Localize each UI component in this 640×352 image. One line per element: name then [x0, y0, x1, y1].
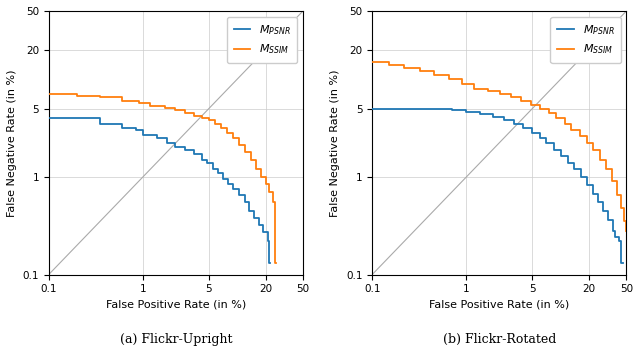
- $M_{PSNR}$: [266, 261, 274, 265]
- $M_{SSIM}$: [172, 108, 179, 112]
- $M_{PSNR}$: [595, 192, 602, 196]
- $M_{SSIM}$: [241, 143, 248, 147]
- $M_{SSIM}$: [508, 95, 515, 100]
- $M_{SSIM}$: [236, 136, 243, 140]
- Line: $M_{SSIM}$: $M_{SSIM}$: [49, 94, 276, 263]
- $M_{SSIM}$: [416, 69, 424, 74]
- $M_{SSIM}$: [445, 77, 452, 81]
- $M_{SSIM}$: [45, 92, 52, 96]
- Y-axis label: False Negative Rate (in %): False Negative Rate (in %): [7, 69, 17, 216]
- $M_{PSNR}$: [510, 118, 518, 122]
- $M_{PSNR}$: [369, 107, 376, 111]
- $M_{PSNR}$: [45, 116, 52, 120]
- Y-axis label: False Negative Rate (in %): False Negative Rate (in %): [330, 69, 340, 216]
- $M_{PSNR}$: [620, 261, 627, 265]
- $M_{PSNR}$: [190, 152, 198, 157]
- $M_{SSIM}$: [269, 200, 277, 205]
- X-axis label: False Positive Rate (in %): False Positive Rate (in %): [106, 300, 246, 310]
- $M_{SSIM}$: [229, 136, 237, 140]
- $M_{PSNR}$: [425, 107, 433, 111]
- $M_{PSNR}$: [139, 133, 147, 137]
- $M_{SSIM}$: [622, 229, 630, 233]
- $M_{SSIM}$: [369, 60, 376, 64]
- $M_{PSNR}$: [542, 142, 550, 146]
- Text: (a) Flickr-Upright: (a) Flickr-Upright: [120, 333, 232, 346]
- $M_{SSIM}$: [271, 261, 278, 265]
- Legend: $M_{PSNR}$, $M_{SSIM}$: $M_{PSNR}$, $M_{SSIM}$: [227, 17, 298, 63]
- $M_{PSNR}$: [266, 261, 274, 265]
- $M_{PSNR}$: [397, 107, 404, 111]
- $M_{PSNR}$: [589, 192, 596, 196]
- Line: $M_{PSNR}$: $M_{PSNR}$: [372, 109, 623, 263]
- Text: (b) Flickr-Rotated: (b) Flickr-Rotated: [443, 333, 556, 346]
- $M_{PSNR}$: [265, 239, 273, 243]
- X-axis label: False Positive Rate (in %): False Positive Rate (in %): [429, 300, 570, 310]
- $M_{PSNR}$: [266, 261, 273, 265]
- $M_{PSNR}$: [163, 136, 171, 140]
- $M_{SSIM}$: [622, 219, 630, 224]
- Line: $M_{PSNR}$: $M_{PSNR}$: [49, 118, 270, 263]
- $M_{SSIM}$: [614, 193, 621, 197]
- $M_{SSIM}$: [470, 82, 477, 86]
- $M_{SSIM}$: [257, 175, 265, 179]
- Legend: $M_{PSNR}$, $M_{SSIM}$: $M_{PSNR}$, $M_{SSIM}$: [550, 17, 621, 63]
- Line: $M_{SSIM}$: $M_{SSIM}$: [372, 62, 626, 231]
- $M_{PSNR}$: [618, 261, 625, 265]
- $M_{PSNR}$: [118, 125, 126, 130]
- $M_{SSIM}$: [273, 261, 280, 265]
